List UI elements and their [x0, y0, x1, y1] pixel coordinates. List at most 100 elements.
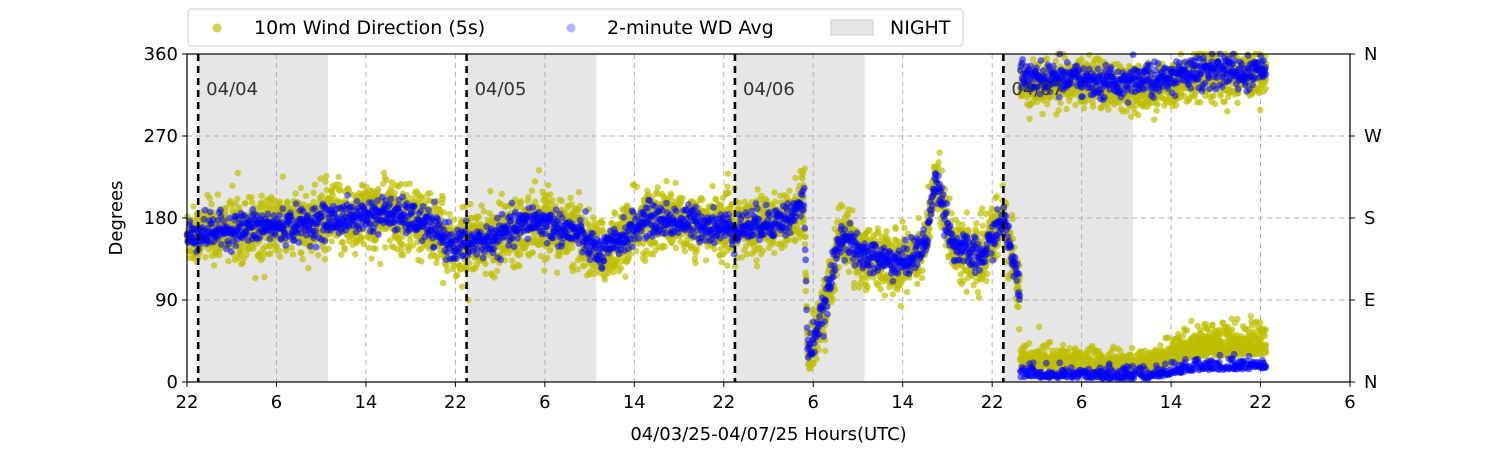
wind-direction-point-2545	[681, 248, 689, 255]
wind-direction-point-1493	[475, 213, 483, 220]
wind-direction-point-4144	[994, 251, 1002, 259]
wind-direction-point-201	[222, 204, 230, 212]
wind-direction-point-777	[335, 173, 342, 181]
wind-direction-point-3382	[845, 268, 853, 275]
wind-direction-point-2606	[693, 246, 701, 254]
wind-direction-point-233	[229, 182, 236, 189]
wind-direction-point-3987	[963, 209, 971, 216]
wind-direction-point-554	[292, 190, 299, 197]
wind-direction-point-4090	[984, 270, 991, 278]
wind-direction-point-4695	[1059, 341, 1067, 349]
wind-direction-point-609	[302, 192, 310, 200]
wind-direction-point-1996	[574, 266, 581, 273]
wind-direction-point-506	[282, 247, 290, 255]
wind-direction-point-1315	[440, 209, 448, 216]
wind-direction-point-261	[234, 169, 241, 177]
wind-direction-point-3607	[889, 291, 897, 298]
wind-direction-point-1154	[409, 242, 417, 249]
wind-direction-point-1327	[443, 262, 450, 269]
wind-direction-point-3681	[903, 288, 911, 296]
wind-direction-point-1100	[399, 241, 406, 248]
wind-direction-point-2299	[633, 183, 640, 191]
wind-direction-point-585	[298, 249, 305, 257]
wind-direction-point-4672	[1057, 99, 1064, 107]
wind-direction-point-1571	[491, 274, 498, 281]
wind-direction-point-944	[368, 255, 375, 262]
wind-direction-point-338	[250, 245, 257, 252]
wind-direction-point-708	[322, 178, 329, 185]
wind-direction-point-1138	[406, 180, 413, 187]
wind-direction-point-1364	[450, 216, 458, 223]
wind-direction-point-683	[317, 175, 324, 182]
wind-direction-point-620	[305, 264, 312, 272]
wind-direction-point-929	[365, 244, 372, 252]
wind-direction-point-2348	[643, 247, 650, 254]
wind-direction-point-1700	[516, 262, 523, 270]
wind-direction-point-4962	[1085, 51, 1093, 59]
wind-direction-point-2189	[611, 210, 619, 218]
wind-direction-point-2697	[711, 246, 718, 253]
wind-direction-point-741	[328, 238, 336, 245]
wind-direction-point-2076	[589, 214, 597, 221]
wind-direction-point-2765	[724, 170, 732, 177]
wind-direction-point-331	[248, 194, 255, 201]
wind-direction-point-2009	[576, 202, 584, 210]
wind-direction-point-1096	[398, 246, 405, 254]
wind-direction-point-449	[271, 197, 278, 204]
wind-direction-point-4219	[1009, 215, 1016, 223]
wind-direction-point-1308	[439, 279, 447, 287]
wind-direction-point-1006	[380, 169, 388, 177]
wind-direction-point-3000	[771, 249, 778, 257]
wind-direction-point-4565	[1046, 339, 1054, 346]
wind-direction-point-2451	[663, 177, 670, 185]
wind-direction-point-1506	[478, 202, 485, 209]
wind-direction-point-3077	[785, 236, 793, 244]
wind-direction-point-426	[267, 250, 274, 257]
wind-direction-point-1974	[570, 261, 577, 269]
wind-direction-point-1961	[567, 194, 574, 202]
wind-direction-point-582	[297, 184, 305, 192]
wind-direction-point-2785	[728, 201, 736, 208]
wind-direction-point-2004	[575, 188, 583, 196]
wind-direction-point-4043	[974, 288, 982, 296]
wind-direction-point-1014	[382, 244, 389, 251]
wind-direction-point-670	[315, 252, 322, 259]
wind-direction-point-139	[210, 262, 218, 269]
data-points	[183, 50, 1270, 383]
wind-direction-point-3163	[802, 287, 809, 295]
wind-direction-point-350	[252, 274, 259, 282]
wind-direction-point-2755	[722, 238, 730, 246]
wind-direction-point-3300	[829, 295, 836, 303]
wind-direction-point-3846	[936, 149, 943, 156]
wind-direction-point-212	[225, 257, 232, 265]
wind-direction-point-1808	[537, 252, 545, 260]
wind-direction-point-1744	[525, 193, 532, 201]
wind-direction-point-515	[284, 199, 291, 206]
wind-direction-point-4650	[1055, 107, 1062, 114]
wind-direction-point-1106	[400, 251, 407, 259]
wind-direction-point-471	[275, 247, 283, 255]
wind-direction-point-276	[237, 247, 245, 254]
wind-direction-point-2498	[672, 244, 680, 252]
wind-direction-point-3411	[851, 279, 858, 287]
wind-direction-point-1551	[487, 188, 494, 195]
wind-direction-point-1526	[482, 270, 489, 278]
wind-direction-point-2634	[699, 196, 706, 203]
wind-direction-point-3006	[772, 198, 779, 205]
wind-direction-point-259	[234, 195, 241, 203]
wind-direction-point-543	[289, 251, 297, 258]
wind-direction-point-3144	[799, 175, 806, 182]
wind-direction-point-159	[214, 191, 222, 198]
wind-direction-point-2914	[753, 263, 761, 270]
wind-direction-point-2599	[692, 259, 699, 267]
wind-direction-point-1763	[528, 187, 536, 194]
wind-direction-point-1037	[386, 237, 394, 244]
wind-direction-point-3109	[791, 237, 799, 245]
wind-direction-point-3964	[959, 221, 966, 228]
wind-direction-point-397	[261, 273, 268, 281]
wind-direction-point-861	[352, 250, 359, 258]
wind-direction-point-1968	[569, 244, 576, 251]
wind-direction-point-1608	[498, 190, 505, 198]
wind-direction-point-2863	[743, 250, 751, 258]
